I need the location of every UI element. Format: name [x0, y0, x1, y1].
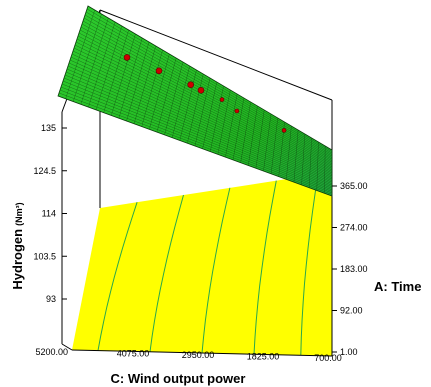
x-tick-label: 1825.00	[247, 352, 280, 362]
design-point	[234, 108, 240, 114]
frame-edge	[99, 9, 333, 101]
x-axis-ticks: 5200.00 4075.00 2950.00 1825.00 700.00	[35, 347, 341, 363]
contour-line	[253, 180, 277, 355]
frame-edge	[61, 343, 73, 351]
design-point	[155, 67, 163, 75]
design-point	[219, 97, 225, 102]
y-tick-label: 92.00	[340, 306, 363, 316]
y-axis-title: A: Time	[374, 279, 421, 294]
contour-line	[149, 194, 184, 352]
contour-line	[300, 174, 319, 356]
y-tick-label: 1.00	[340, 347, 358, 357]
x-axis-line	[71, 349, 333, 357]
z-tick-label: 135	[41, 123, 56, 133]
x-tick-label: 4075.00	[117, 349, 150, 359]
design-point	[281, 128, 287, 133]
x-tick-label: 2950.00	[182, 350, 215, 360]
design-point	[123, 54, 131, 61]
x-axis-title: C: Wind output power	[111, 371, 246, 386]
x-tick-label: 700.00	[314, 353, 342, 363]
x-tick-label: 5200.00	[35, 347, 68, 357]
contour-line	[201, 187, 231, 354]
z-tick-label: 103.5	[33, 251, 56, 261]
contour-line	[97, 202, 138, 351]
z-tick-label: 114	[42, 209, 56, 219]
design-point	[197, 87, 205, 94]
y-tick-label: 183.00	[340, 264, 368, 274]
y-tick-label: 365.00	[340, 181, 368, 191]
y-axis-ticks: 1.00 92.00 183.00 274.00 365.00	[332, 181, 368, 357]
surface-mesh	[58, 8, 333, 195]
z-tick-label: 124.5	[33, 166, 56, 176]
design-point	[187, 81, 194, 88]
z-axis-ticks: 93 103.5 114 124.5 135	[33, 123, 67, 304]
y-tick-label: 274.00	[340, 223, 368, 233]
contour-lines	[97, 174, 319, 356]
contour-floor	[72, 172, 332, 356]
z-axis-title: Hydrogen(Nm³)	[10, 202, 25, 289]
z-tick-label: 93	[46, 294, 56, 304]
response-surface	[57, 5, 333, 197]
design-points	[123, 54, 287, 133]
